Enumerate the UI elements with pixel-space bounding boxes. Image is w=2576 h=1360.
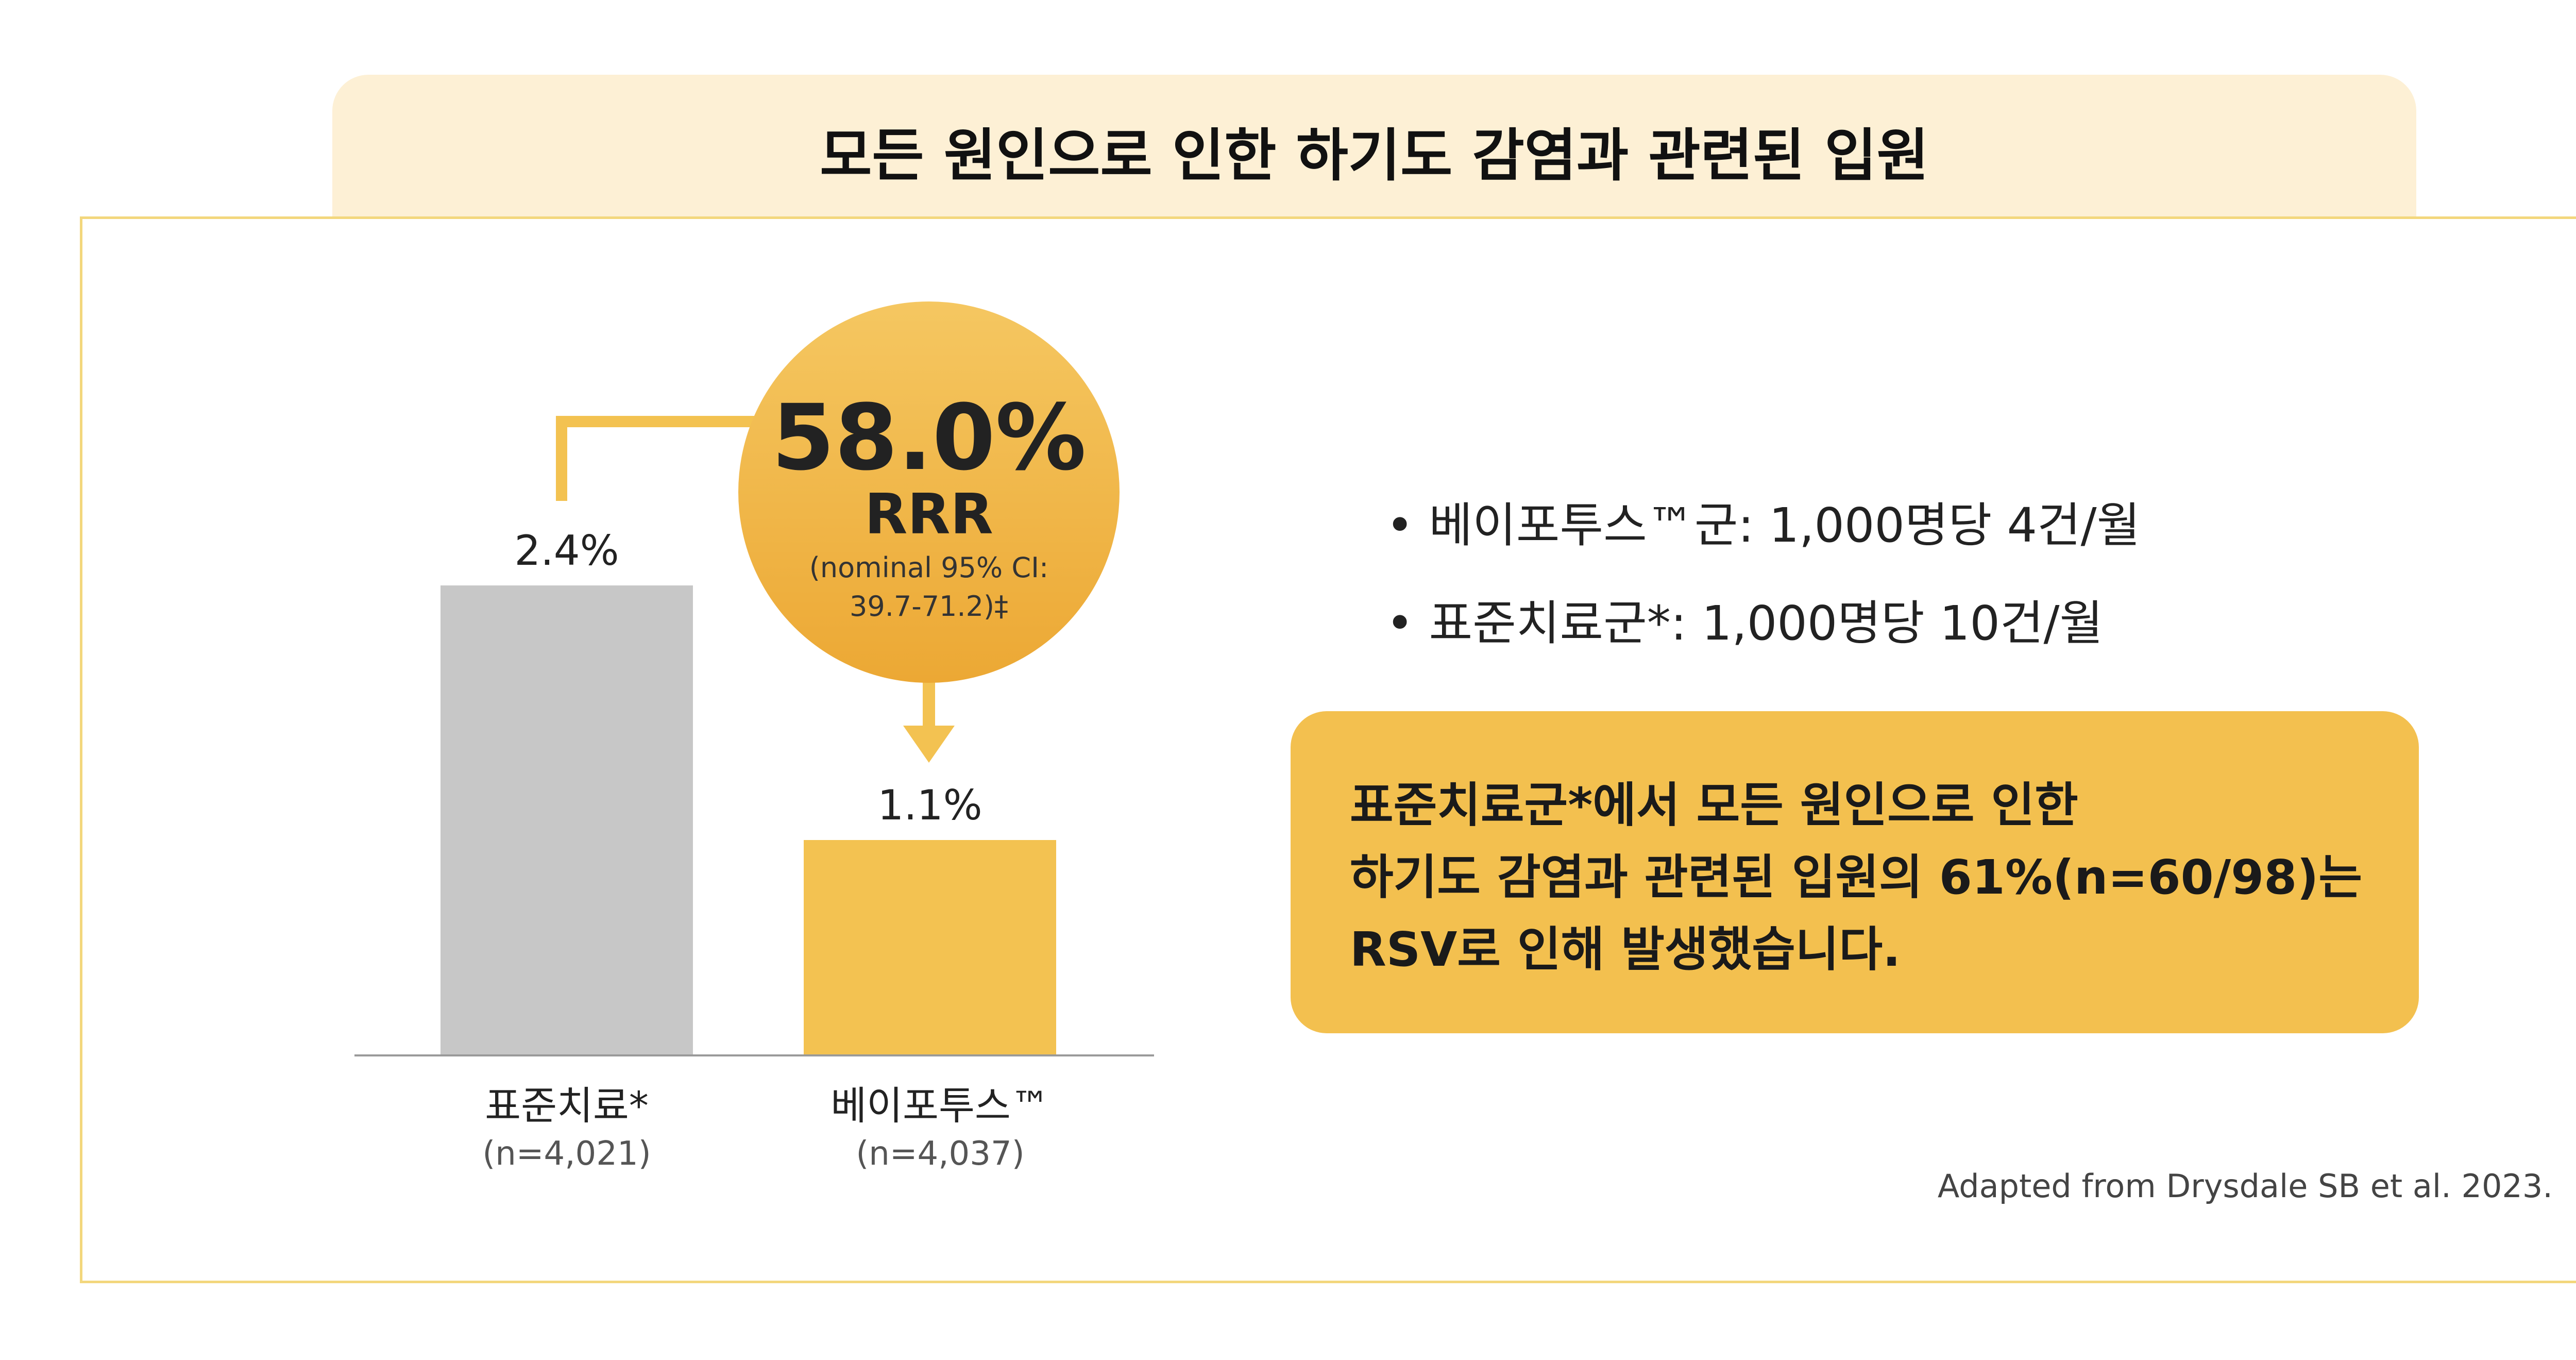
category-label-beyfortus: 베이포투스™ bbox=[831, 1083, 1050, 1129]
bar-beyfortus bbox=[804, 840, 1056, 1055]
callout-connector bbox=[556, 416, 762, 501]
category-sublabel-beyfortus: (n=4,037) bbox=[856, 1135, 1024, 1173]
bullet-beyfortus-rate: • 베이포투스™군: 1,000명당 4건/월 bbox=[1386, 498, 2141, 553]
bar-value-label-standard-care: 2.4% bbox=[514, 527, 619, 575]
bar-standard-care bbox=[440, 585, 693, 1055]
rrr-callout-circle bbox=[738, 301, 1120, 683]
note-line-1: 표준치료군*에서 모든 원인으로 인한 bbox=[1350, 778, 2078, 833]
note-box bbox=[1291, 711, 2419, 1033]
rrr-value: 58.0% bbox=[772, 385, 1087, 491]
category-label-standard-care: 표준치료* bbox=[485, 1083, 649, 1129]
callout-arrow-head bbox=[903, 726, 955, 763]
note-line-3: RSV로 인해 발생했습니다. bbox=[1350, 922, 1901, 977]
rrr-label: RRR bbox=[865, 482, 993, 547]
rrr-ci-line2: 39.7-71.2)‡ bbox=[850, 590, 1008, 623]
bullet-standard-care-rate: • 표준치료군*: 1,000명당 10건/월 bbox=[1386, 596, 2104, 651]
rrr-ci-line1: (nominal 95% CI: bbox=[809, 551, 1048, 584]
title-tab bbox=[332, 75, 2416, 229]
source-citation: Adapted from Drysdale SB et al. 2023. bbox=[1937, 1167, 2553, 1205]
note-line-2: 하기도 감염과 관련된 입원의 61%(n=60/98)는 bbox=[1350, 850, 2362, 905]
page-title: 모든 원인으로 인한 하기도 감염과 관련된 입원 bbox=[820, 123, 1929, 189]
category-sublabel-standard-care: (n=4,021) bbox=[482, 1135, 651, 1173]
bar-value-label-beyfortus: 1.1% bbox=[877, 781, 982, 829]
